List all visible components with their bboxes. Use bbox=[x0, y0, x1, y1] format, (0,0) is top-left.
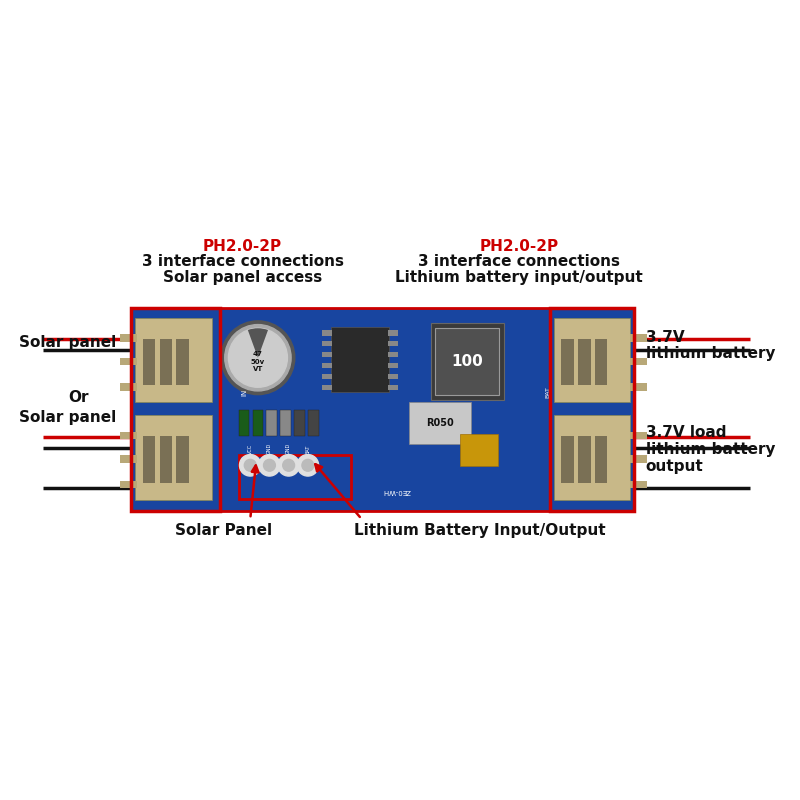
Text: Solar panel: Solar panel bbox=[18, 335, 116, 350]
Text: BAT: BAT bbox=[546, 386, 551, 398]
Bar bbox=[595, 437, 607, 483]
Text: lithium battery: lithium battery bbox=[646, 442, 775, 457]
Bar bbox=[135, 318, 212, 402]
Bar bbox=[554, 318, 630, 402]
Bar bbox=[142, 437, 155, 483]
Bar bbox=[322, 374, 332, 379]
Bar bbox=[120, 334, 137, 342]
Text: Solar panel: Solar panel bbox=[18, 410, 116, 425]
Bar bbox=[131, 308, 634, 511]
Bar bbox=[142, 339, 155, 386]
Bar bbox=[322, 363, 332, 368]
Text: 100: 100 bbox=[451, 354, 483, 369]
Text: Solar Panel: Solar Panel bbox=[174, 523, 272, 538]
Bar bbox=[578, 437, 590, 483]
Text: Lithium Battery Input/Output: Lithium Battery Input/Output bbox=[354, 523, 606, 538]
Bar bbox=[308, 410, 318, 437]
Bar bbox=[120, 481, 137, 488]
Text: PH2.0-2P: PH2.0-2P bbox=[203, 239, 282, 254]
Bar bbox=[322, 341, 332, 346]
Text: GND: GND bbox=[286, 442, 291, 454]
Bar bbox=[388, 374, 398, 379]
Bar bbox=[388, 352, 398, 358]
Text: 3.7V: 3.7V bbox=[646, 330, 685, 345]
Bar bbox=[120, 432, 137, 439]
Text: 3.7V load: 3.7V load bbox=[646, 425, 726, 440]
Bar bbox=[388, 385, 398, 390]
Bar bbox=[630, 334, 647, 342]
Bar bbox=[159, 339, 172, 386]
Text: R050: R050 bbox=[426, 418, 454, 428]
Text: 47
50v
VT: 47 50v VT bbox=[250, 351, 265, 372]
Bar bbox=[239, 454, 351, 499]
Wedge shape bbox=[248, 328, 268, 358]
Bar bbox=[630, 432, 647, 439]
Bar bbox=[562, 437, 574, 483]
Bar bbox=[460, 434, 498, 466]
Bar bbox=[120, 358, 137, 366]
Text: BAT: BAT bbox=[306, 444, 310, 454]
Bar bbox=[388, 341, 398, 346]
Circle shape bbox=[282, 459, 294, 471]
Bar bbox=[630, 481, 647, 488]
Circle shape bbox=[225, 325, 291, 391]
Text: PH2.0-2P: PH2.0-2P bbox=[479, 239, 558, 254]
Text: 3 interface connections: 3 interface connections bbox=[142, 254, 343, 270]
Bar bbox=[550, 308, 634, 511]
Text: IN: IN bbox=[242, 389, 248, 396]
Bar bbox=[159, 437, 172, 483]
Bar bbox=[322, 330, 332, 335]
Bar bbox=[280, 410, 291, 437]
Bar bbox=[266, 410, 277, 437]
Bar bbox=[430, 323, 504, 400]
Bar bbox=[388, 330, 398, 335]
Circle shape bbox=[258, 454, 280, 476]
Circle shape bbox=[239, 454, 261, 476]
Bar bbox=[388, 363, 398, 368]
Bar bbox=[630, 383, 647, 390]
Bar bbox=[253, 410, 263, 437]
Bar bbox=[135, 415, 212, 500]
Circle shape bbox=[221, 321, 294, 394]
Circle shape bbox=[229, 328, 287, 387]
Bar bbox=[410, 402, 470, 444]
Bar bbox=[331, 327, 389, 392]
Bar bbox=[120, 383, 137, 390]
Circle shape bbox=[278, 454, 299, 476]
Text: Solar panel access: Solar panel access bbox=[163, 270, 322, 285]
Bar bbox=[177, 339, 189, 386]
Bar bbox=[578, 339, 590, 386]
Bar bbox=[177, 437, 189, 483]
Text: Lithium battery input/output: Lithium battery input/output bbox=[395, 270, 643, 285]
Bar bbox=[131, 308, 219, 511]
Text: Or: Or bbox=[69, 390, 89, 405]
Bar bbox=[595, 339, 607, 386]
Bar bbox=[294, 410, 305, 437]
Bar bbox=[562, 339, 574, 386]
Bar bbox=[322, 352, 332, 358]
Text: VCC: VCC bbox=[248, 444, 253, 454]
Text: ZE0-WH: ZE0-WH bbox=[382, 488, 410, 494]
Bar bbox=[630, 358, 647, 366]
Circle shape bbox=[297, 454, 318, 476]
Circle shape bbox=[263, 459, 275, 471]
Text: output: output bbox=[646, 458, 704, 474]
Bar bbox=[322, 385, 332, 390]
Text: lithium battery: lithium battery bbox=[646, 346, 775, 362]
Circle shape bbox=[244, 459, 256, 471]
Bar bbox=[435, 328, 499, 395]
Bar bbox=[554, 415, 630, 500]
Bar bbox=[630, 455, 647, 463]
Text: GND: GND bbox=[267, 442, 272, 454]
Text: 3 interface connections: 3 interface connections bbox=[418, 254, 620, 270]
Bar bbox=[120, 455, 137, 463]
Bar bbox=[238, 410, 250, 437]
Circle shape bbox=[302, 459, 314, 471]
